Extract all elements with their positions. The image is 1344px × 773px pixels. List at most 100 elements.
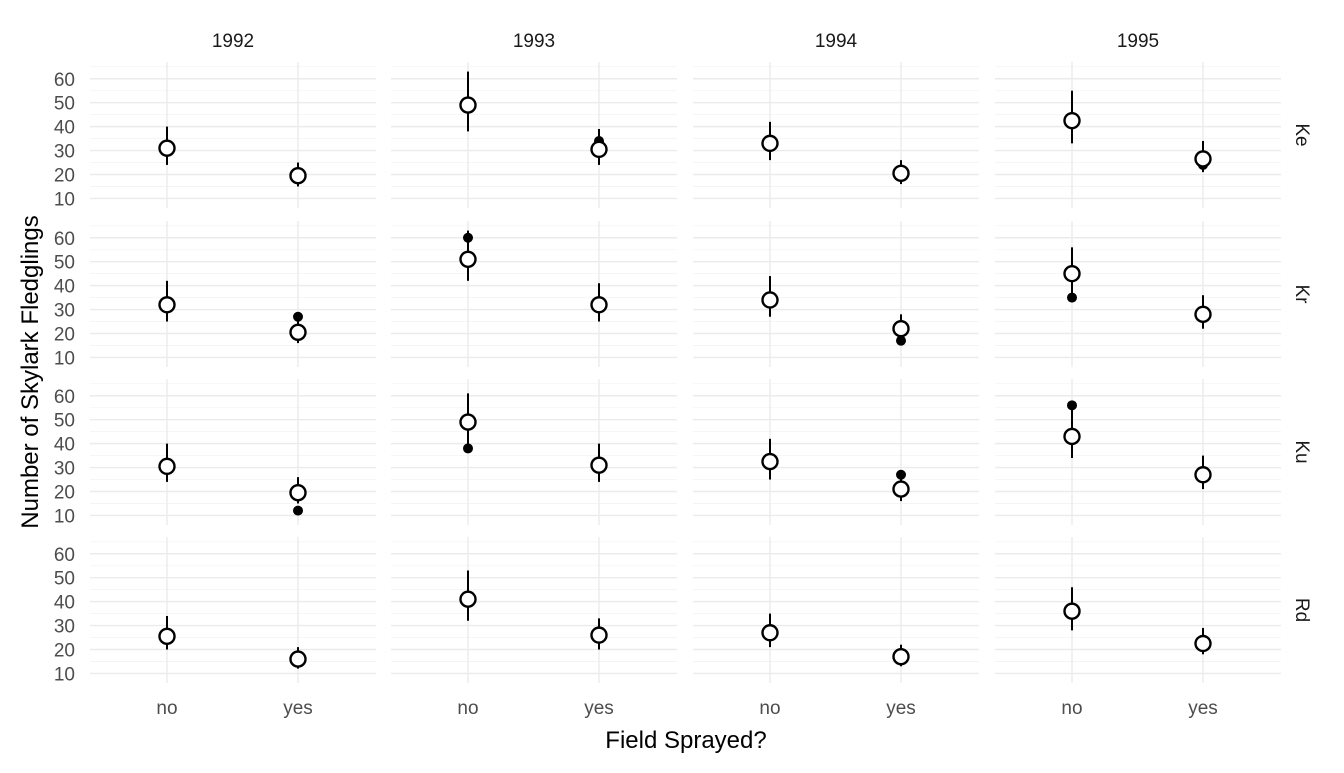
estimate-point bbox=[158, 627, 176, 646]
panel-Kr-1993 bbox=[391, 221, 677, 367]
strip-labels-top: 1992 1993 1994 1995 bbox=[212, 31, 1159, 52]
panel-Ke-1993 bbox=[391, 62, 677, 208]
estimate-point bbox=[1194, 634, 1212, 653]
strip-label-site: Ku bbox=[1291, 440, 1312, 463]
y-tick-label: 60 bbox=[54, 545, 75, 566]
x-tick-label: yes bbox=[1188, 698, 1218, 719]
panel-background bbox=[90, 221, 376, 367]
estimate-point bbox=[761, 624, 779, 642]
estimate-point bbox=[459, 250, 477, 268]
estimate-point bbox=[590, 626, 608, 644]
x-tick-label: yes bbox=[584, 698, 614, 719]
estimate-point bbox=[761, 134, 779, 153]
strip-label-year: 1993 bbox=[513, 31, 555, 52]
estimate-point bbox=[289, 650, 307, 668]
panel-background bbox=[693, 379, 979, 525]
observed-point bbox=[463, 443, 473, 454]
panel-Ku-1992 bbox=[90, 379, 376, 525]
estimate-point bbox=[761, 452, 779, 471]
estimate-point bbox=[590, 140, 608, 159]
y-tick-label: 30 bbox=[54, 142, 75, 163]
panel-background bbox=[995, 379, 1281, 525]
panel-background bbox=[391, 221, 677, 367]
estimate-point bbox=[892, 480, 910, 498]
panel-background bbox=[693, 62, 979, 208]
estimate-point bbox=[1063, 602, 1081, 620]
estimate-point bbox=[590, 296, 608, 314]
strip-label-year: 1994 bbox=[815, 31, 858, 52]
strip-labels-right: Ke Kr Ku Rd bbox=[1291, 123, 1312, 622]
y-tick-label: 40 bbox=[54, 593, 75, 614]
estimate-point bbox=[892, 164, 910, 182]
estimate-point bbox=[590, 456, 608, 474]
estimate-point bbox=[1063, 427, 1081, 446]
x-tick-label: no bbox=[759, 698, 780, 719]
y-tick-label: 50 bbox=[54, 253, 75, 274]
y-tick-label: 40 bbox=[54, 118, 75, 139]
x-axis-title: Field Sprayed? bbox=[605, 727, 766, 754]
x-tick-label: no bbox=[1061, 698, 1082, 719]
y-tick-label: 40 bbox=[54, 277, 75, 298]
x-tick-label: no bbox=[457, 698, 478, 719]
panel-background bbox=[391, 537, 677, 683]
y-tick-label: 10 bbox=[54, 348, 75, 369]
y-tick-labels: 1020304050601020304050601020304050601020… bbox=[54, 70, 75, 686]
estimate-point bbox=[459, 413, 477, 431]
estimate-point bbox=[1063, 111, 1081, 130]
panels-group bbox=[90, 62, 1281, 683]
observed-point bbox=[463, 232, 473, 243]
strip-label-year: 1992 bbox=[212, 31, 254, 52]
panel-Ke-1994 bbox=[693, 62, 979, 208]
panel-Ku-1993 bbox=[391, 379, 677, 525]
estimate-point bbox=[459, 590, 477, 608]
observed-point bbox=[896, 469, 906, 480]
observed-point bbox=[896, 335, 906, 346]
panel-Ku-1994 bbox=[693, 379, 979, 525]
strip-label-year: 1995 bbox=[1117, 31, 1159, 52]
estimate-point bbox=[158, 139, 176, 157]
y-tick-label: 20 bbox=[54, 482, 75, 503]
panel-Ku-1995 bbox=[995, 379, 1281, 525]
estimate-point bbox=[459, 96, 477, 114]
x-tick-label: yes bbox=[886, 698, 916, 719]
y-tick-label: 60 bbox=[54, 70, 75, 91]
x-tick-label: yes bbox=[283, 698, 313, 719]
y-tick-label: 50 bbox=[54, 569, 75, 590]
estimate-point bbox=[1194, 305, 1212, 324]
panel-background bbox=[693, 537, 979, 683]
y-tick-label: 20 bbox=[54, 640, 75, 661]
estimate-point bbox=[289, 166, 307, 185]
x-tick-labels: no yes no yes no yes no yes bbox=[156, 698, 1217, 719]
panel-background bbox=[391, 379, 677, 525]
panel-Kr-1994 bbox=[693, 221, 979, 367]
observed-point bbox=[293, 505, 303, 516]
estimate-point bbox=[892, 320, 910, 338]
panel-Rd-1994 bbox=[693, 537, 979, 683]
y-tick-label: 60 bbox=[54, 229, 75, 250]
observed-point bbox=[1067, 400, 1077, 411]
estimate-point bbox=[1063, 264, 1081, 283]
strip-label-site: Kr bbox=[1291, 285, 1312, 305]
data-marks bbox=[158, 71, 1212, 669]
panel-Rd-1993 bbox=[391, 537, 677, 683]
y-tick-label: 10 bbox=[54, 189, 75, 210]
y-tick-label: 60 bbox=[54, 387, 75, 408]
estimate-point bbox=[158, 296, 176, 314]
strip-label-site: Rd bbox=[1291, 598, 1312, 622]
panel-background bbox=[995, 221, 1281, 367]
panel-Ke-1995 bbox=[995, 62, 1281, 208]
panel-background bbox=[90, 537, 376, 683]
estimate-point bbox=[761, 291, 779, 309]
observed-point bbox=[1067, 292, 1077, 303]
observed-point bbox=[293, 311, 303, 322]
y-tick-label: 50 bbox=[54, 94, 75, 115]
strip-label-site: Ke bbox=[1291, 123, 1312, 146]
y-tick-label: 20 bbox=[54, 324, 75, 345]
y-tick-label: 40 bbox=[54, 435, 75, 456]
estimate-point bbox=[1194, 466, 1212, 484]
y-tick-label: 30 bbox=[54, 301, 75, 322]
panel-background bbox=[391, 62, 677, 208]
panel-background bbox=[693, 221, 979, 367]
estimate-point bbox=[289, 483, 307, 502]
